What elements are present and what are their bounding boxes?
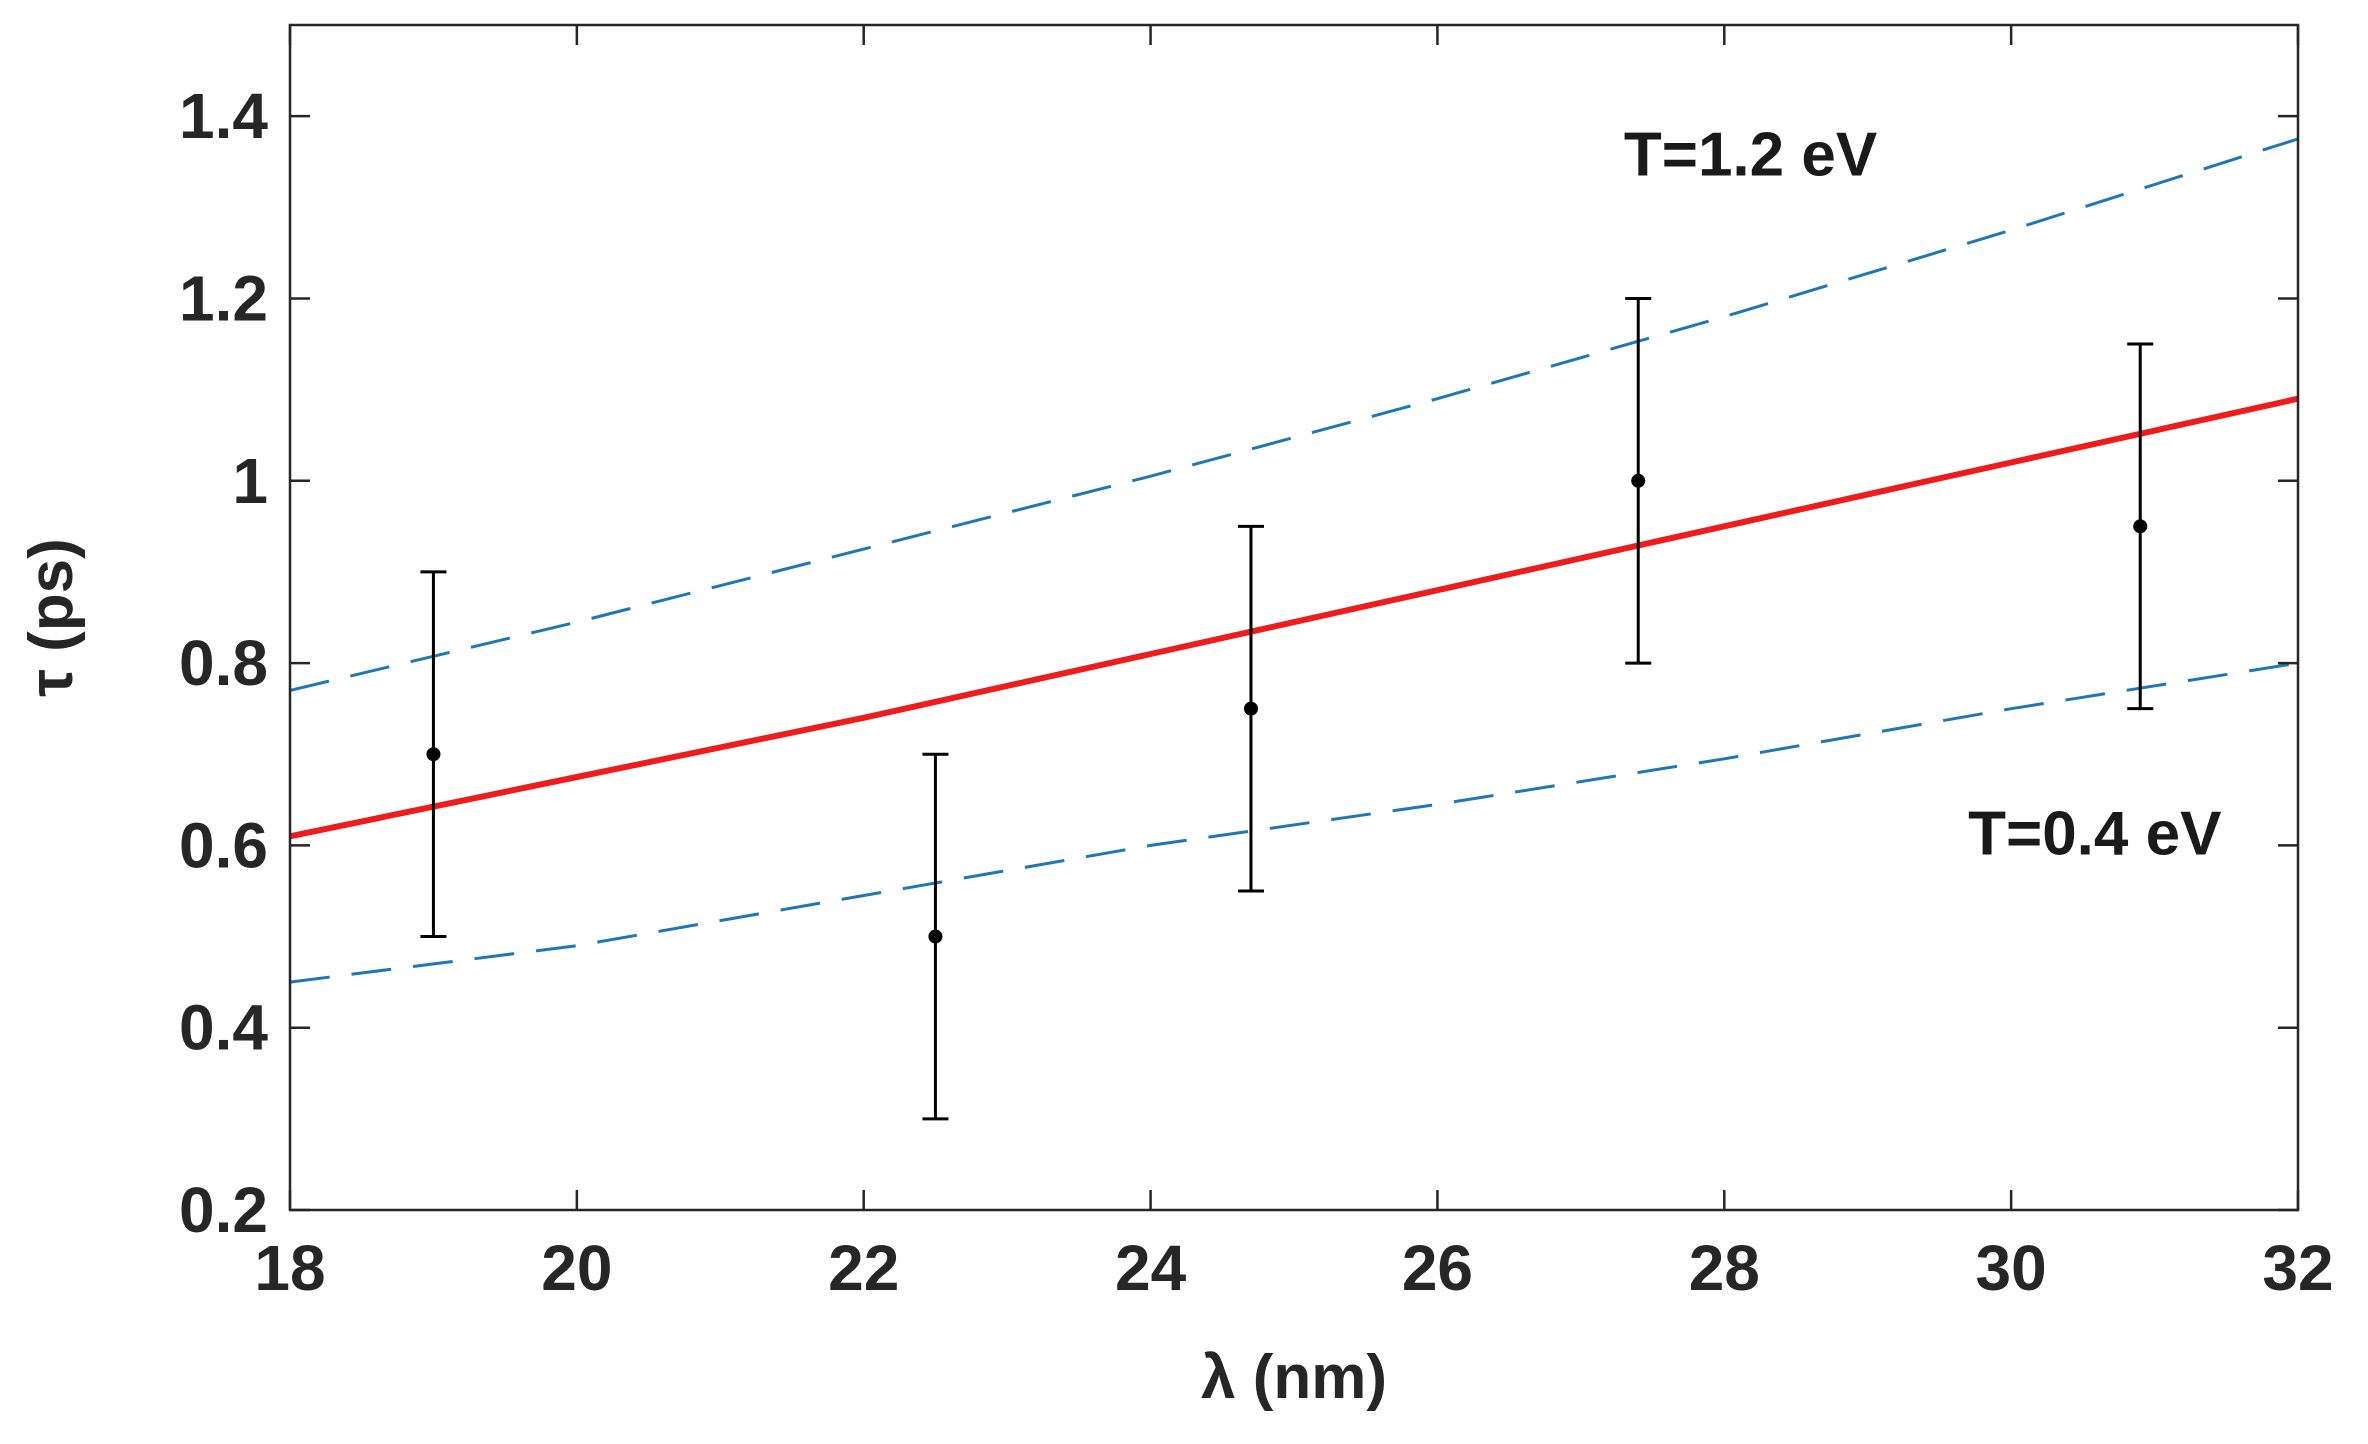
series-line-t-1-2-ev	[289, 137, 2299, 692]
series-line-fit	[289, 395, 2299, 840]
y-tick-label: 0.4	[179, 992, 268, 1064]
x-tick-label: 20	[541, 1232, 612, 1304]
y-tick-label: 1.4	[179, 80, 268, 152]
data-point	[1243, 701, 1258, 716]
data-point	[2133, 519, 2148, 534]
y-axis-label: τ (ps)	[17, 538, 86, 697]
ticks-layer: 18 20 22 24 26 28 30 32 0.2 0.4 0.6 0.8 1 1.2 1.4	[179, 25, 2334, 1304]
x-tick-label: 24	[1115, 1232, 1187, 1304]
series-line-t-0-4-ev	[289, 661, 2299, 984]
annotation-t-1-2-ev: T=1.2 eV	[1624, 120, 1877, 189]
x-tick-label: 26	[1402, 1232, 1473, 1304]
x-axis-label: λ (nm)	[1201, 1343, 1387, 1412]
y-tick-label: 1.2	[179, 262, 268, 334]
annotation-t-0-4-ev: T=0.4 eV	[1968, 800, 2221, 869]
x-tick-label: 22	[828, 1232, 899, 1304]
y-tick-label: 0.8	[179, 627, 268, 699]
y-tick-label: 0.6	[179, 809, 268, 881]
y-tick-label: 0.2	[179, 1174, 268, 1246]
data-points-layer	[420, 296, 2154, 1121]
x-tick-label: 28	[1689, 1232, 1760, 1304]
x-tick-label: 30	[1976, 1232, 2047, 1304]
data-point	[928, 929, 943, 944]
x-tick-label: 32	[2262, 1232, 2333, 1304]
series-layer	[289, 137, 2299, 984]
axes-box	[288, 23, 2300, 1212]
data-point	[426, 747, 441, 762]
x-tick-label: 18	[254, 1232, 325, 1304]
data-point	[1631, 473, 1646, 488]
y-tick-label: 1	[232, 445, 268, 517]
